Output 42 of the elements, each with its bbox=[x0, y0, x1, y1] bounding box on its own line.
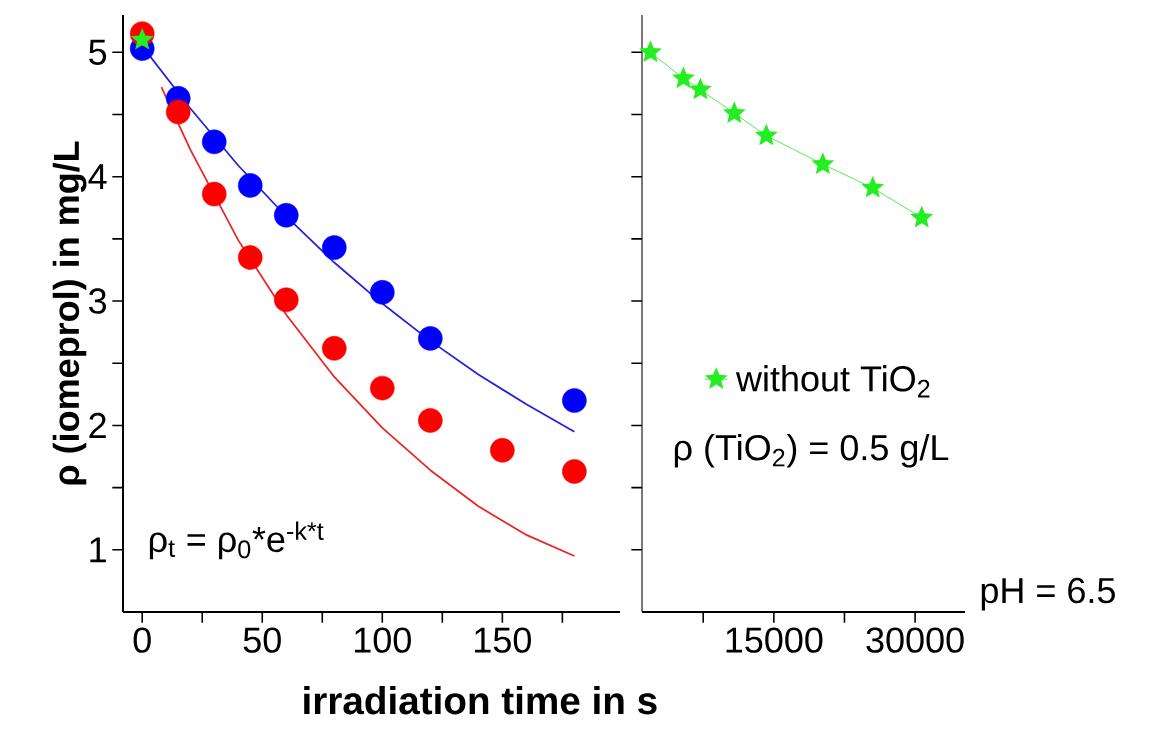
point bbox=[688, 77, 712, 100]
x-tick-label: 100 bbox=[355, 627, 411, 653]
x-tick-label: 150 bbox=[475, 627, 531, 653]
point bbox=[722, 101, 746, 123]
point bbox=[754, 123, 778, 146]
y-tick-label: 2 bbox=[89, 412, 106, 439]
point bbox=[273, 287, 299, 313]
annotation: ρ (TiO$_{2}$) = 0.5 g/L bbox=[674, 434, 949, 468]
point bbox=[672, 66, 695, 89]
x-axis-title: irradiation time in s bbox=[304, 686, 657, 715]
point bbox=[370, 375, 395, 401]
y-tick-label: 1 bbox=[90, 537, 106, 563]
point bbox=[562, 459, 587, 484]
point bbox=[418, 408, 443, 433]
y-tick-label: 5 bbox=[89, 39, 107, 65]
point bbox=[562, 388, 587, 413]
point bbox=[201, 129, 227, 155]
point bbox=[370, 280, 395, 305]
point bbox=[201, 181, 227, 207]
point bbox=[237, 245, 263, 270]
text: pH = 6.5 bbox=[981, 577, 1115, 611]
point bbox=[237, 173, 263, 198]
point bbox=[322, 235, 347, 260]
x-tick-label: 50 bbox=[243, 627, 281, 653]
point bbox=[861, 175, 885, 198]
y-tick-label: 4 bbox=[88, 164, 107, 190]
point bbox=[130, 27, 154, 50]
point bbox=[165, 99, 191, 125]
x-tick-label: 30000 bbox=[866, 627, 964, 653]
y-axis-title: ρ (iomeprol) in mg/L bbox=[52, 141, 87, 485]
point bbox=[273, 202, 299, 228]
point bbox=[910, 205, 934, 228]
legend-label: without TiO$_{2}$ bbox=[735, 365, 930, 398]
annotation: ρ$_{t}$ = ρ$_{0}$*e$^{-k*t}$ bbox=[149, 521, 324, 560]
point bbox=[322, 336, 347, 361]
point bbox=[490, 438, 515, 463]
x-tick-label: 15000 bbox=[726, 627, 823, 653]
y-tick-label: 3 bbox=[88, 288, 107, 314]
point bbox=[639, 40, 662, 63]
point bbox=[811, 152, 835, 174]
point bbox=[418, 326, 443, 351]
x-tick-label: 0 bbox=[133, 627, 151, 653]
